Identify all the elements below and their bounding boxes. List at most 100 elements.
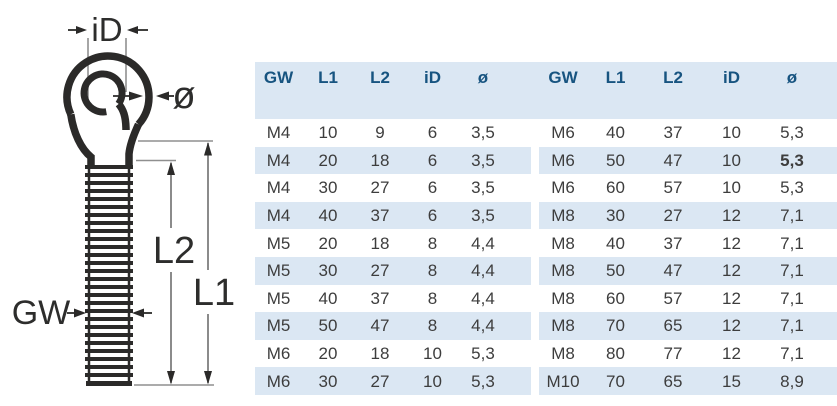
table-cell: 37 (663, 123, 683, 143)
total-length-label: L1 (193, 272, 235, 314)
table-body: M4 10 9 6 3,5 M4 20 18 6 3,5 M4 30 27 6 3,5 M4 40 37 6 3,5 M… (255, 119, 837, 395)
spec-table: GW L1 L2 iD ø GW L1 L2 iD ø M4 10 9 6 3,5 M4 20 18 6 3,5 M… (255, 62, 837, 395)
column-header-id: iD (723, 68, 740, 87)
table-cell: 10 (423, 371, 442, 391)
table-cell: 20 (318, 344, 338, 364)
table-cell: 60 (606, 288, 625, 308)
table-cell: 4,4 (471, 288, 495, 308)
table-cell: 40 (318, 288, 338, 308)
table-cell: 30 (318, 371, 338, 391)
id-dimension: iD (68, 11, 148, 48)
table-cell: M5 (266, 288, 291, 308)
table-row: M6 40 37 10 5,3 (539, 119, 837, 147)
table-cell: 10 (722, 150, 741, 170)
table-row: M6 20 18 10 5,3 (255, 340, 531, 368)
table-row: M6 60 57 10 5,3 (539, 174, 837, 202)
table-cell: M4 (266, 123, 291, 143)
table-cell: 20 (318, 150, 338, 170)
table-cell: 5,3 (471, 344, 495, 364)
eye-outline (63, 52, 153, 166)
table-cell: M4 (266, 206, 291, 226)
table-cell: 12 (722, 316, 741, 336)
table-cell: 47 (370, 316, 390, 336)
table-cell: M4 (266, 150, 291, 170)
table-cell: M6 (551, 150, 575, 170)
table-cell: 12 (722, 288, 741, 308)
table-cell: 8 (427, 233, 438, 253)
table-row: M8 30 27 12 7,1 (539, 201, 837, 230)
table-cell: 6 (427, 206, 438, 226)
table-cell: 7,1 (780, 344, 804, 364)
column-header-gw: GW (548, 68, 578, 87)
table-cell: 7,1 (780, 233, 804, 253)
table-cell: 10 (722, 178, 741, 198)
table-cell: M10 (546, 371, 580, 391)
table-cell: 47 (663, 261, 683, 281)
table-cell: 27 (370, 261, 390, 281)
table-cell: 12 (722, 233, 741, 253)
table-cell: 40 (318, 206, 338, 226)
thread-length-label: L2 (153, 230, 195, 272)
table-gap (531, 119, 539, 395)
arrow-down-icon (204, 371, 212, 385)
gw-dimension: GW (12, 294, 152, 332)
table-cell: 70 (606, 316, 625, 336)
column-header-l1: L1 (605, 68, 626, 87)
arrow-right-icon (74, 308, 86, 318)
column-header-l2: L2 (370, 68, 390, 87)
column-header-l1: L1 (318, 68, 338, 87)
header-group-right: GW L1 L2 iD ø (539, 62, 837, 119)
table-cell: 30 (318, 178, 338, 198)
table-cell: 65 (663, 371, 683, 391)
table-cell: 30 (606, 206, 625, 226)
table-row: M4 10 9 6 3,5 (255, 119, 531, 147)
table-cell: 8,9 (780, 371, 804, 391)
table-cell: 3,5 (471, 178, 495, 198)
table-cell: M6 (266, 344, 291, 364)
l2-dimension-line (167, 161, 175, 385)
table-cell: 27 (663, 206, 683, 226)
arrow-up-icon (204, 142, 212, 156)
wire-diameter-dimension: ø (113, 75, 196, 117)
table-row: M4 20 18 6 3,5 (255, 146, 531, 175)
table-cell: 7,1 (780, 316, 804, 336)
table-cell: 20 (318, 233, 338, 253)
l1-dimension-line (204, 142, 212, 385)
table-cell: M4 (266, 178, 291, 198)
table-cell: M8 (551, 206, 575, 226)
table-cell: 18 (370, 150, 390, 170)
arrow-left-icon (156, 91, 169, 101)
table-cell: 4,4 (471, 233, 495, 253)
table-cell: 8 (427, 316, 438, 336)
table-cell: 9 (375, 123, 385, 143)
table-cell: 7,1 (780, 206, 804, 226)
table-cell: 5,3 (780, 150, 804, 170)
table-cell: 10 (722, 123, 741, 143)
table-cell: 27 (370, 178, 390, 198)
arrow-right-icon (76, 26, 87, 34)
inner-diameter-label: iD (91, 11, 122, 48)
l2-label-mask (151, 228, 197, 272)
eyebolt-technical-drawing: iD ø L2 L1 GW (12, 11, 239, 386)
table-row: M8 60 57 12 7,1 (539, 285, 837, 313)
table-header: GW L1 L2 iD ø GW L1 L2 iD ø (255, 62, 837, 119)
threaded-shank (85, 164, 133, 386)
table-cell: 60 (606, 178, 625, 198)
table-cell: 50 (606, 261, 625, 281)
table-cell: 40 (606, 123, 625, 143)
table-cell: 47 (663, 150, 683, 170)
table-cell: 12 (722, 344, 741, 364)
table-cell: 37 (663, 233, 683, 253)
table-row: M6 50 47 10 5,3 (539, 146, 837, 175)
table-cell: M8 (551, 316, 575, 336)
table-cell: M5 (266, 261, 291, 281)
table-cell: 27 (370, 371, 390, 391)
table-cell: M5 (266, 316, 291, 336)
arrow-left-icon (132, 308, 144, 318)
arrow-up-icon (167, 161, 175, 175)
table-cell: M5 (266, 233, 291, 253)
column-header-l2: L2 (663, 68, 683, 87)
table-row: M8 80 77 12 7,1 (539, 340, 837, 368)
table-row: M5 30 27 8 4,4 (255, 256, 531, 285)
